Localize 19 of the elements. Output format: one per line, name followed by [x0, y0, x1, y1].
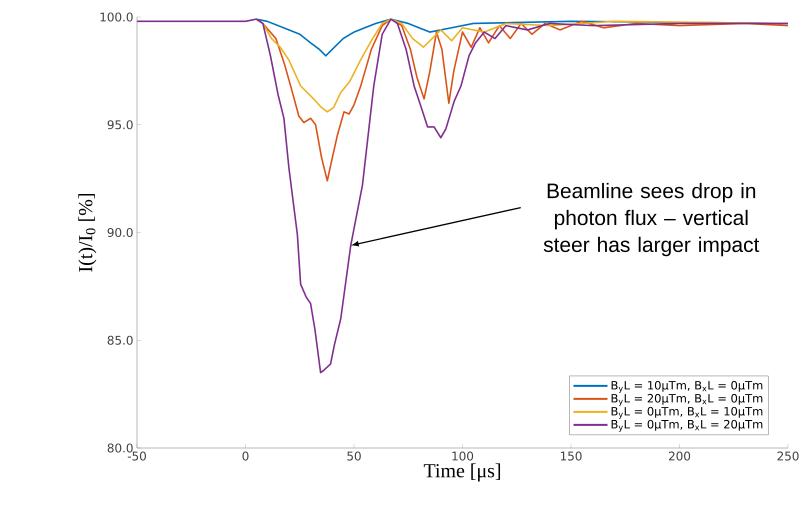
y-tick-label: 80.0	[108, 443, 133, 453]
y-axis-title: I(t)/I$_{0}$ [%]	[78, 194, 96, 272]
legend-label: B$_{y}$L = 0μTm, B$_{x}$L = 20μTm	[612, 420, 762, 432]
x-tick-label: 100	[452, 452, 474, 461]
x-tick-label: 150	[560, 452, 582, 461]
x-tick-label: 0	[242, 452, 249, 461]
annotation: Beamline sees drop in photon flux – vertical steer has larger impact	[544, 182, 760, 256]
legend-label: B$_{y}$L = 20μTm, B$_{x}$L = 0μTm	[612, 394, 762, 406]
y-tick-label: 100.0	[100, 12, 133, 22]
y-tick-label: 95.0	[108, 120, 133, 130]
y-tick-label: 90.0	[108, 228, 133, 238]
x-tick-label: 200	[668, 452, 690, 461]
x-tick-label: 50	[347, 452, 361, 461]
legend-label: B$_{y}$L = 10μTm, B$_{x}$L = 0μTm	[612, 380, 762, 393]
y-tick-label: 85.0	[108, 336, 133, 345]
legend-label: B$_{y}$L = 0μTm, B$_{x}$L = 10μTm	[612, 406, 762, 419]
x-tick-label: -50	[128, 452, 146, 461]
x-tick-label: 250	[777, 452, 799, 461]
x-axis-title: Time [μs]	[424, 463, 500, 482]
